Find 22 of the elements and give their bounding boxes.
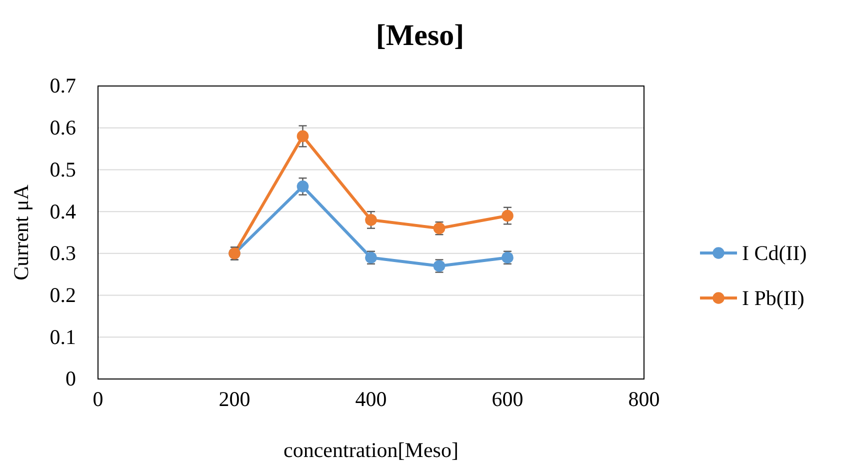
x-tick-label: 400 <box>355 386 387 411</box>
y-tick-label: 0.5 <box>50 157 76 182</box>
x-tick-label: 800 <box>628 386 660 411</box>
y-tick-label: 0.1 <box>50 324 76 349</box>
y-axis-title: Current μA <box>9 184 33 280</box>
x-tick-label: 200 <box>218 386 250 411</box>
point <box>296 180 309 192</box>
legend-label: I Pb(II) <box>742 286 804 310</box>
x-tick-label: 0 <box>92 386 104 411</box>
chart-title: [Meso] <box>376 19 464 52</box>
point <box>502 210 514 222</box>
legend-label: I Cd(II) <box>742 241 807 265</box>
y-tick-label: 0 <box>66 366 76 391</box>
point <box>296 130 309 142</box>
x-axis-title: concentration[Meso] <box>284 438 458 462</box>
y-tick-label: 0.4 <box>50 199 76 224</box>
y-tick-label: 0.7 <box>50 74 76 98</box>
y-tick-label: 0.2 <box>50 283 76 308</box>
y-tick-label: 0.6 <box>50 116 76 140</box>
x-tick-label: 600 <box>492 386 524 411</box>
point <box>365 214 377 226</box>
y-tick-label: 0.3 <box>50 241 76 266</box>
